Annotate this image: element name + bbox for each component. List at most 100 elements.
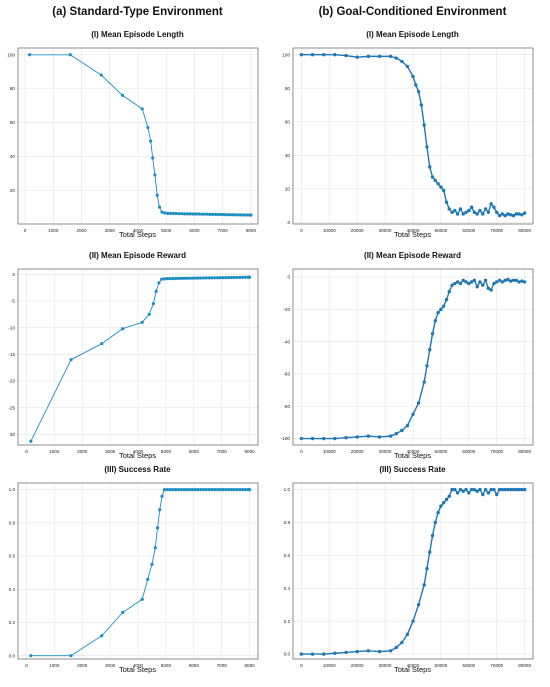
data-point xyxy=(355,55,359,59)
y-tick-label: 0.4 xyxy=(284,586,291,591)
data-point xyxy=(500,280,505,284)
y-tick-label: 1.0 xyxy=(284,487,291,492)
x-tick-label: 6000 xyxy=(189,228,200,233)
data-point xyxy=(433,520,438,525)
x-tick-label: 1000 xyxy=(49,663,60,668)
x-tick-label: 40000 xyxy=(407,449,420,454)
x-tick-label: 8000 xyxy=(245,449,256,454)
data-point xyxy=(522,280,527,284)
data-point xyxy=(174,488,178,492)
data-point xyxy=(500,487,505,492)
data-point xyxy=(225,213,229,217)
data-point xyxy=(218,488,222,492)
data-point xyxy=(416,603,421,607)
data-point xyxy=(171,276,175,281)
data-point xyxy=(433,178,438,183)
data-point xyxy=(29,439,33,443)
y-tick-label: 0.0 xyxy=(9,653,16,658)
x-tick-label: 80000 xyxy=(518,449,531,454)
column-title-a: (a) Standard-Type Environment xyxy=(52,6,223,18)
data-point xyxy=(508,279,513,283)
data-point xyxy=(497,213,502,218)
data-point xyxy=(500,212,505,216)
x-tick-label: 30000 xyxy=(379,663,392,668)
x-tick-label: 2000 xyxy=(76,228,87,233)
data-point xyxy=(228,213,232,217)
data-point xyxy=(229,275,234,280)
data-point xyxy=(503,487,507,492)
data-point xyxy=(100,634,104,638)
data-point xyxy=(411,74,415,79)
data-point xyxy=(447,289,451,294)
x-tick-label: 6000 xyxy=(189,663,200,668)
data-point xyxy=(211,212,215,216)
data-point xyxy=(436,182,440,186)
column-title-b: (b) Goal-Conditioned Environment xyxy=(318,6,507,18)
data-point xyxy=(248,275,252,279)
x-tick-label: 20000 xyxy=(351,449,364,454)
data-point xyxy=(422,123,426,127)
data-point xyxy=(166,211,170,215)
data-point xyxy=(321,53,326,57)
data-point xyxy=(177,212,181,216)
y-tick-label: 20 xyxy=(10,188,16,193)
plot-frame xyxy=(17,482,259,660)
panel-b2: (II) Mean Episode Reward 0 10000 20000 3000… xyxy=(275,251,550,473)
data-point xyxy=(486,286,491,291)
data-point xyxy=(520,487,524,492)
y-tick-label: 0.8 xyxy=(9,520,16,525)
panel-a2: (II) Mean Episode Reward 0 1000 2000 3000 40… xyxy=(0,251,275,473)
data-point xyxy=(486,210,491,214)
x-tick-label: 3000 xyxy=(105,449,116,454)
data-point xyxy=(497,278,502,283)
data-point xyxy=(182,488,186,492)
data-point xyxy=(232,488,236,492)
x-tick-label: 60000 xyxy=(462,228,475,233)
data-point xyxy=(433,318,438,323)
data-point xyxy=(441,304,446,308)
data-point xyxy=(310,436,315,441)
data-point xyxy=(165,488,169,492)
data-point xyxy=(503,213,507,218)
data-point xyxy=(400,640,404,645)
y-tick-label: 0.6 xyxy=(284,553,291,558)
data-point xyxy=(400,59,404,64)
data-point xyxy=(215,488,220,492)
data-point xyxy=(120,93,125,97)
data-point xyxy=(478,487,482,492)
data-point xyxy=(321,652,326,656)
y-tick-label: -20 xyxy=(283,307,290,312)
y-tick-label: 40 xyxy=(285,153,291,158)
data-point xyxy=(492,487,496,492)
data-point xyxy=(204,276,208,280)
data-point xyxy=(508,487,513,492)
data-point xyxy=(483,207,488,211)
y-tick-label: 0.2 xyxy=(284,619,291,624)
chart-svg: 0 10000 20000 30000 40000 50000 60000 70000 8000… xyxy=(281,268,534,454)
data-point xyxy=(221,276,225,280)
data-point xyxy=(242,213,246,217)
plot-frame xyxy=(17,47,259,225)
data-point xyxy=(439,185,443,189)
data-point xyxy=(140,320,144,324)
data-point xyxy=(221,488,225,492)
data-point xyxy=(450,210,454,214)
data-point xyxy=(517,212,521,216)
data-point xyxy=(495,492,499,497)
plot-frame xyxy=(292,47,534,225)
x-tick-label: 0 xyxy=(24,228,27,233)
data-point xyxy=(450,487,454,492)
y-tick-label: 0 xyxy=(287,275,290,280)
data-point xyxy=(425,364,429,368)
y-tick-label: -10 xyxy=(8,325,15,330)
data-point xyxy=(99,73,103,77)
data-point xyxy=(506,212,510,216)
data-point xyxy=(176,276,181,280)
y-tick-label: 0.6 xyxy=(9,554,16,559)
chart-svg: 0 10000 20000 30000 40000 50000 60000 70000 8000… xyxy=(282,47,534,233)
data-point xyxy=(489,202,493,206)
data-point xyxy=(188,212,192,216)
data-point xyxy=(153,173,157,177)
data-point xyxy=(430,533,435,538)
y-tick-label: 0.2 xyxy=(9,620,16,625)
